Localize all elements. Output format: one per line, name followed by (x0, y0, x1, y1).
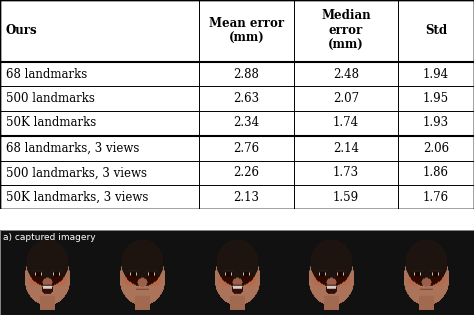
Text: 2.26: 2.26 (234, 167, 259, 180)
Text: 1.94: 1.94 (423, 67, 449, 81)
Text: 1.76: 1.76 (423, 191, 449, 204)
Text: Std: Std (425, 25, 447, 37)
Text: 500 landmarks, 3 views: 500 landmarks, 3 views (6, 167, 146, 180)
Text: 2.06: 2.06 (423, 142, 449, 155)
Text: 68 landmarks: 68 landmarks (6, 67, 87, 81)
Text: 1.59: 1.59 (333, 191, 359, 204)
Text: 2.76: 2.76 (233, 142, 260, 155)
Text: 50K landmarks: 50K landmarks (6, 116, 96, 129)
Text: 1.95: 1.95 (423, 92, 449, 105)
Text: 1.93: 1.93 (423, 116, 449, 129)
Text: 2.13: 2.13 (234, 191, 259, 204)
Text: Median
error
(mm): Median error (mm) (321, 9, 371, 52)
Text: 2.34: 2.34 (233, 116, 260, 129)
Text: Ours: Ours (6, 25, 37, 37)
Text: 1.74: 1.74 (333, 116, 359, 129)
Text: 500 landmarks: 500 landmarks (6, 92, 94, 105)
Text: 2.07: 2.07 (333, 92, 359, 105)
Text: 2.63: 2.63 (233, 92, 260, 105)
Text: Mean error
(mm): Mean error (mm) (209, 17, 284, 45)
Text: 2.88: 2.88 (234, 67, 259, 81)
Text: 2.48: 2.48 (333, 67, 359, 81)
Text: 1.73: 1.73 (333, 167, 359, 180)
Text: 68 landmarks, 3 views: 68 landmarks, 3 views (6, 142, 139, 155)
Text: 50K landmarks, 3 views: 50K landmarks, 3 views (6, 191, 148, 204)
Text: 2.14: 2.14 (333, 142, 359, 155)
Text: 1.86: 1.86 (423, 167, 449, 180)
Text: a) captured imagery: a) captured imagery (3, 233, 96, 242)
